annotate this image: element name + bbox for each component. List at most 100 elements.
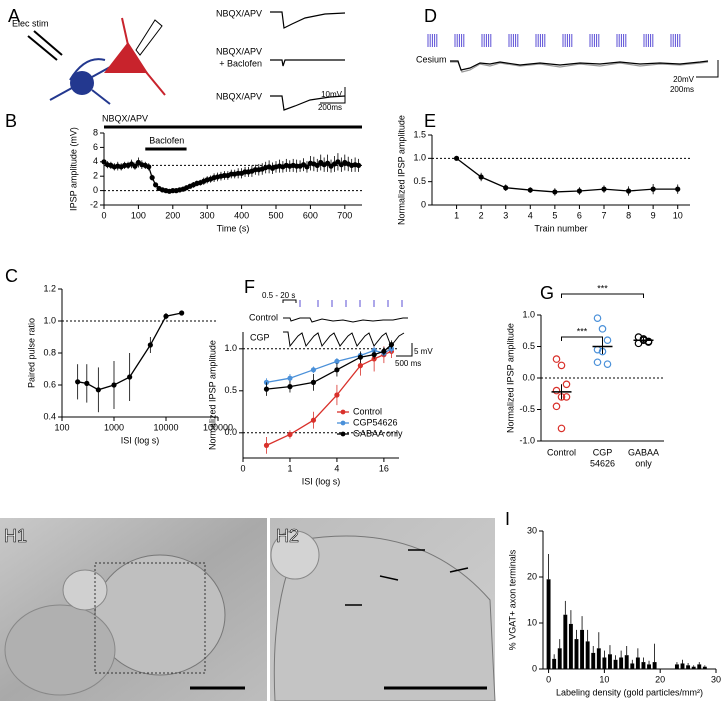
x-tick-label: 600 (303, 210, 318, 220)
data-point (304, 164, 310, 170)
data-point (557, 361, 566, 370)
y-tick-label: 6 (93, 142, 98, 152)
x-tick-label: 3 (503, 210, 508, 220)
y-tick-label: 1.5 (413, 129, 426, 139)
data-point (644, 338, 653, 346)
panel-letter: D (424, 6, 437, 26)
panel-a-diagram (27, 17, 166, 105)
y-tick-label: 0.4 (43, 411, 56, 421)
panel-letter: G (540, 283, 554, 303)
x-tick-label: 0 (240, 463, 245, 473)
y-tick-label: 2 (93, 171, 98, 181)
x-tick-label: 700 (337, 210, 352, 220)
x-axis-label: ISI (log s) (302, 476, 341, 486)
x-tick-label: 7 (601, 210, 606, 220)
bar (680, 663, 685, 669)
interval-label: 0.5 - 20 s (262, 291, 295, 300)
data-point (101, 159, 107, 165)
data-point (127, 374, 133, 380)
y-tick-label: 0 (93, 185, 98, 195)
x-tick-label: Control (547, 447, 576, 457)
bar (591, 652, 596, 669)
x-tick-label: 4 (334, 463, 339, 473)
data-point (598, 325, 607, 333)
data-point (603, 336, 612, 345)
bar (602, 657, 607, 669)
y-tick-label: 1.0 (43, 315, 56, 325)
x-tick-label: only (635, 458, 652, 468)
y-tick-label: 8 (93, 127, 98, 137)
x-tick-label: 0 (101, 210, 106, 220)
stim-markers (299, 300, 403, 307)
x-tick-label: 5 (552, 210, 557, 220)
y-tick-label: 0 (421, 199, 426, 209)
condition-label: Baclofen (149, 135, 184, 145)
x-tick-label: 10 (673, 210, 683, 220)
trace-label: Control (249, 312, 278, 322)
data-point (601, 186, 607, 192)
y-axis-label: % VGAT+ axon terminals (507, 549, 517, 650)
data-point (478, 174, 484, 180)
y-tick-label: 10 (527, 617, 537, 627)
significance-bracket (561, 293, 644, 298)
bar (635, 657, 640, 669)
panel-letter: C (5, 266, 18, 286)
data-point (603, 360, 612, 368)
x-tick-label: 6 (577, 210, 582, 220)
y-axis-label: Paired pulse ratio (26, 318, 36, 388)
y-axis-label: Normalized IPSP amplitude (396, 115, 406, 225)
data-point (84, 380, 90, 386)
data-point (334, 392, 340, 398)
data-point (355, 162, 362, 168)
x-tick-label: 100 (54, 422, 69, 432)
data-point (381, 348, 387, 354)
data-point (357, 363, 364, 369)
x-axis-label: ISI (log s) (121, 435, 160, 445)
data-point (552, 402, 561, 411)
scale-label: 200ms (670, 85, 694, 94)
bar (630, 663, 635, 669)
data-point (149, 175, 155, 181)
trace-label: NBQX/APV (216, 8, 262, 18)
data-point (675, 186, 681, 192)
y-tick-label: 0.0 (522, 372, 535, 382)
y-tick-label: 20 (527, 571, 537, 581)
y-tick-label: 1.0 (413, 153, 426, 163)
trace-label: Cesium (416, 54, 447, 64)
significance-bracket (561, 336, 603, 341)
bar (641, 662, 646, 669)
data-point (147, 342, 153, 348)
stim-markers (427, 34, 681, 47)
x-tick-label: 100000 (203, 422, 233, 432)
data-point (287, 375, 293, 381)
x-tick-label: CGP (593, 447, 613, 457)
data-point (453, 155, 460, 161)
data-point (335, 159, 341, 165)
bar (702, 666, 707, 669)
panel-d-trace (450, 60, 719, 78)
scale-label: 10mV (321, 90, 343, 99)
data-point (576, 188, 583, 194)
bar (580, 629, 585, 669)
bar (674, 664, 679, 669)
x-tick-label: 500 (268, 210, 283, 220)
trace-label: + Baclofen (219, 58, 262, 68)
y-tick-label: 0.5 (413, 176, 426, 186)
em-image (0, 518, 267, 701)
x-tick-label: 54626 (590, 458, 615, 468)
panel-f-traces (282, 299, 413, 357)
x-tick-label: 400 (234, 210, 249, 220)
y-tick-label: -0.5 (519, 404, 535, 414)
x-tick-label: 10000 (153, 422, 178, 432)
scale-label: 5 mV (414, 347, 433, 356)
y-axis-label: IPSP amplitude (mV) (68, 127, 78, 211)
x-axis-label: Time (s) (217, 223, 250, 233)
scale-label: 200ms (318, 103, 342, 112)
data-point (310, 367, 317, 373)
x-tick-label: 9 (651, 210, 656, 220)
y-axis-label: Normalized IPSP amplitude (505, 323, 515, 433)
x-axis-label: Labeling density (gold particles/mm²) (556, 687, 703, 697)
panel-letter: H1 (4, 526, 27, 546)
trace-label: NBQX/APV (216, 91, 262, 101)
